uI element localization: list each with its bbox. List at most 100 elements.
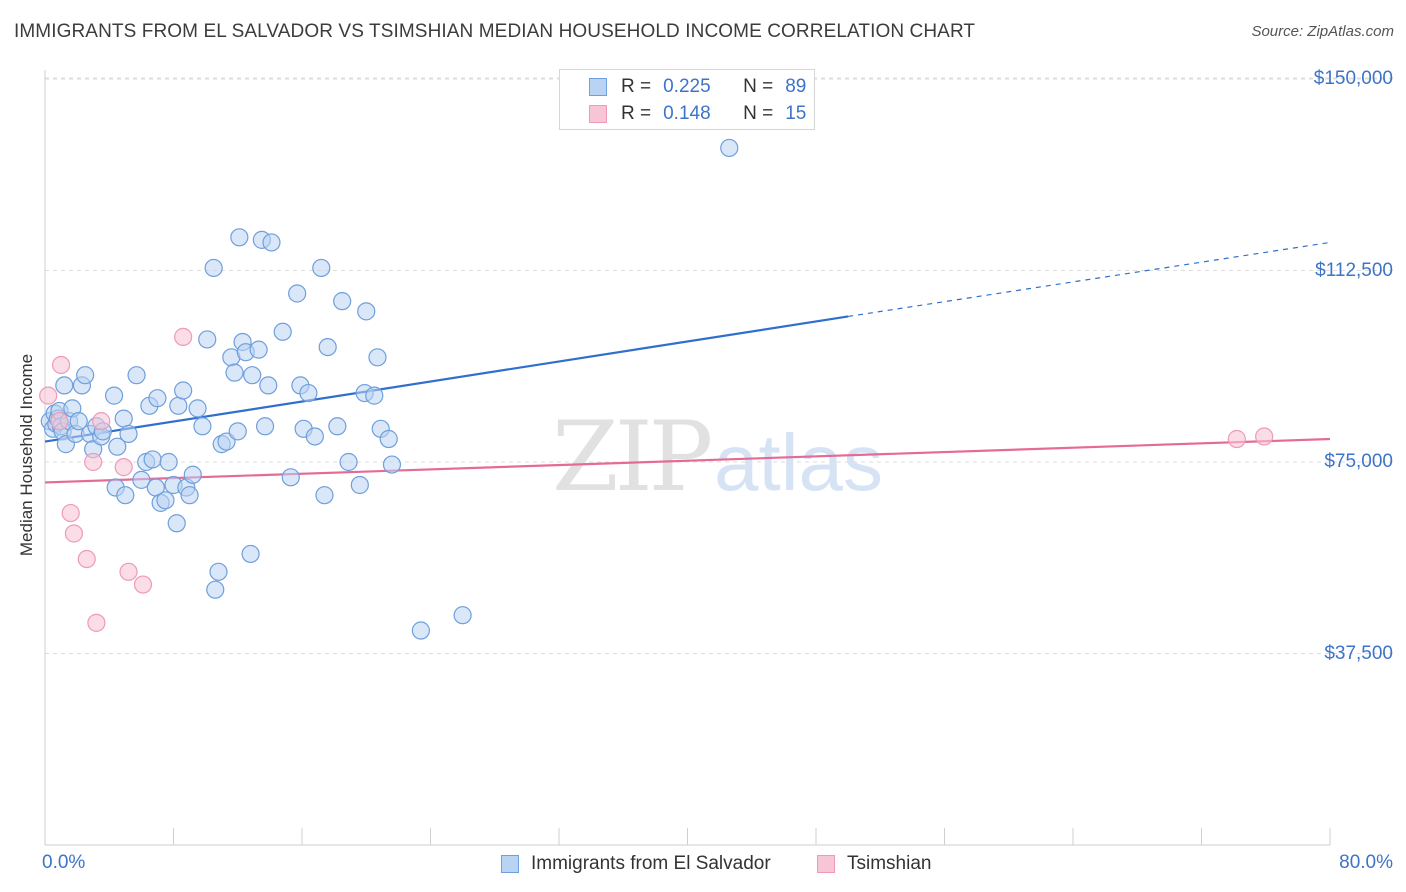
point-el-salvador (453, 606, 472, 625)
point-el-salvador (174, 381, 193, 400)
point-tsimshian (51, 355, 71, 375)
point-el-salvador (312, 258, 331, 278)
x-tick-min: 0.0% (42, 852, 86, 873)
legend-row-tsimshian: R = 0.148 N = 15 (560, 100, 806, 128)
point-el-salvador (217, 432, 236, 451)
r-label: R = (621, 76, 652, 97)
point-el-salvador (76, 366, 95, 385)
r-value: 0.225 (663, 76, 711, 97)
point-el-salvador (255, 417, 275, 436)
point-tsimshian (119, 562, 138, 581)
series-legend: Immigrants from El Salvador Tsimshian (0, 852, 1406, 878)
point-tsimshian (87, 613, 106, 632)
point-tsimshian (64, 524, 84, 543)
point-el-salvador (104, 386, 124, 405)
legend-item-tsimshian[interactable]: Tsimshian (817, 853, 931, 875)
n-value: 89 (785, 76, 807, 97)
point-tsimshian (39, 386, 58, 405)
point-tsimshian (133, 575, 153, 594)
trend-line-el-salvador (44, 315, 849, 443)
point-el-salvador (114, 409, 133, 428)
point-el-salvador (333, 292, 352, 311)
trend-line-tsimshian (44, 437, 1331, 484)
point-el-salvador (368, 348, 387, 367)
point-el-salvador (720, 138, 739, 158)
point-tsimshian (114, 458, 133, 477)
point-el-salvador (288, 284, 307, 303)
point-el-salvador (262, 233, 281, 252)
n-value: 15 (785, 103, 807, 124)
r-label: R = (621, 103, 652, 124)
point-el-salvador (299, 383, 318, 403)
point-el-salvador (230, 228, 249, 247)
y-tick-label: $37,500 (1324, 642, 1393, 664)
point-el-salvador (228, 422, 247, 441)
point-el-salvador (148, 389, 167, 408)
point-el-salvador (259, 376, 278, 395)
point-el-salvador (243, 366, 262, 385)
point-el-salvador (159, 452, 178, 472)
point-el-salvador (365, 386, 384, 405)
point-tsimshian (84, 452, 103, 472)
point-el-salvador (315, 486, 334, 505)
point-el-salvador (225, 363, 244, 382)
legend-row-el-salvador: R = 0.225 N = 89 (560, 73, 806, 101)
r-value: 0.148 (663, 103, 711, 124)
point-el-salvador (167, 514, 186, 533)
point-el-salvador (350, 475, 369, 495)
blue-swatch (501, 855, 519, 873)
point-el-salvador (127, 366, 146, 385)
point-el-salvador (273, 322, 292, 341)
point-el-salvador (156, 491, 175, 510)
source-credit: Source: ZipAtlas.com (1251, 23, 1394, 40)
point-tsimshian (61, 503, 80, 523)
point-el-salvador (411, 621, 430, 640)
x-tick-max: 80.0% (1339, 852, 1393, 873)
y-axis-label: Median Household Income (17, 353, 36, 557)
watermark-atlas: atlas (714, 418, 883, 507)
point-el-salvador (180, 486, 199, 505)
point-el-salvador (55, 376, 74, 395)
point-el-salvador (328, 417, 347, 436)
chart-title: IMMIGRANTS FROM EL SALVADOR VS TSIMSHIAN… (14, 21, 976, 42)
y-tick-label: $112,500 (1315, 259, 1393, 281)
point-tsimshian (1255, 427, 1274, 446)
blue-swatch (589, 78, 607, 96)
y-tick-label: $150,000 (1313, 68, 1393, 89)
point-el-salvador (116, 486, 135, 505)
point-tsimshian (77, 549, 96, 569)
point-el-salvador (183, 465, 202, 484)
point-el-salvador (69, 412, 88, 431)
point-el-salvador (204, 258, 223, 278)
pink-swatch (589, 105, 607, 123)
legend-label: Immigrants from El Salvador (531, 853, 771, 874)
point-el-salvador (193, 417, 212, 436)
point-el-salvador (281, 468, 300, 487)
point-el-salvador (188, 399, 207, 418)
point-el-salvador (241, 544, 260, 564)
n-label: N = (743, 76, 774, 97)
y-tick-label: $75,000 (1324, 451, 1393, 472)
point-el-salvador (379, 429, 398, 449)
correlation-legend: R = 0.225 N = 89 R = 0.148 N = 15 (559, 69, 815, 130)
legend-item-el-salvador[interactable]: Immigrants from El Salvador (501, 853, 771, 875)
n-label: N = (743, 103, 774, 124)
point-tsimshian (1227, 429, 1246, 449)
point-el-salvador (382, 455, 402, 474)
point-el-salvador (169, 396, 188, 415)
point-el-salvador (209, 562, 228, 581)
point-el-salvador (318, 338, 337, 357)
point-el-salvador (108, 437, 127, 456)
pink-swatch (817, 855, 835, 873)
point-el-salvador (339, 452, 358, 472)
legend-label: Tsimshian (847, 853, 932, 874)
point-el-salvador (119, 424, 138, 444)
point-tsimshian (174, 327, 193, 346)
trend-line-el-salvador-projection (848, 241, 1331, 318)
point-el-salvador (357, 302, 376, 321)
watermark-zip: ZIP (552, 401, 711, 513)
point-tsimshian (50, 412, 69, 431)
point-el-salvador (206, 580, 225, 599)
point-el-salvador (132, 470, 151, 489)
point-el-salvador (198, 330, 217, 349)
